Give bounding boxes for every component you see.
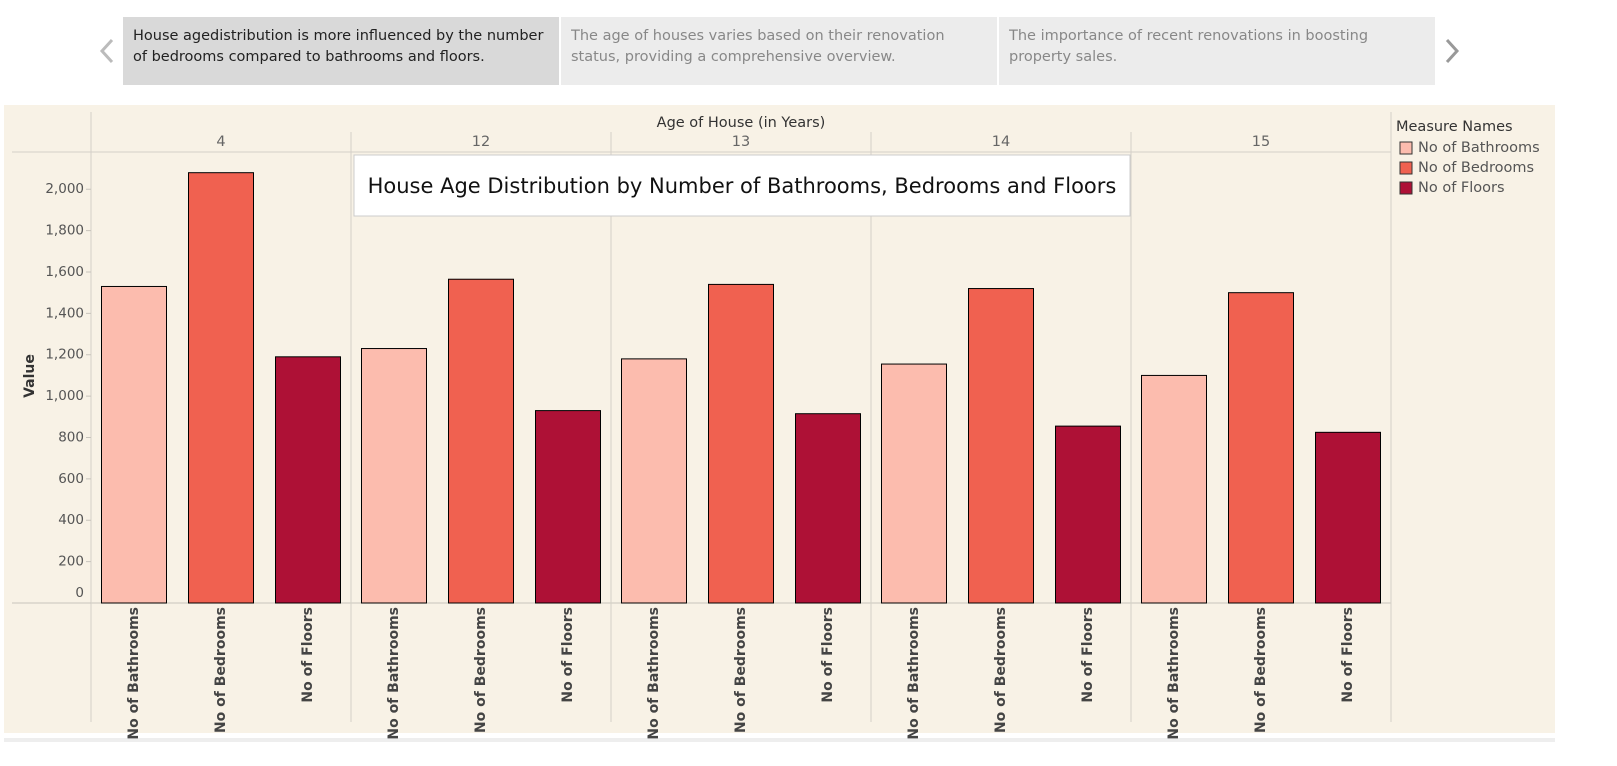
x-tick-label: No of Bathrooms [386,607,402,740]
bar [968,288,1034,604]
y-tick-label: 0 [75,585,84,601]
category-label: 4 [216,134,225,150]
bar [275,356,341,604]
y-tick-label: 1,000 [45,388,84,404]
y-tick-label: 400 [58,512,84,528]
x-tick-label: No of Bedrooms [993,607,1009,733]
story-text: House agedistribution is more influenced… [133,28,544,65]
category-label: 12 [472,134,490,150]
y-axis-title: Value [22,354,38,398]
scroll-bar [4,738,1555,742]
legend-swatch [1399,161,1413,175]
x-tick-label: No of Bathrooms [126,607,142,740]
x-tick-label: No of Bedrooms [213,607,229,733]
title-box [353,154,1131,217]
y-tick-label: 2,000 [45,181,84,197]
next-arrow[interactable] [1445,38,1460,64]
story-point[interactable]: The importance of recent renovations in … [999,17,1435,85]
chart-title: House Age Distribution by Number of Bath… [368,174,1117,198]
bar [1315,431,1381,604]
x-tick-label: No of Bathrooms [906,607,922,740]
legend-title: Measure Names [1396,119,1513,135]
bar [708,283,774,604]
x-tick-label: No of Bathrooms [1166,607,1182,740]
story-text-box: The importance of recent renovations in … [1009,28,1369,65]
x-tick-label: No of Bathrooms [646,607,662,740]
y-tick-label: 1,800 [45,223,84,239]
story-box [123,17,559,85]
story-text: The age of houses varies based on their … [571,28,945,65]
x-tick-label: No of Bedrooms [1253,607,1269,733]
bar [101,285,167,604]
bar [188,172,254,604]
x-tick-label: No of Bedrooms [733,607,749,733]
bar [361,348,427,604]
column-header-title: Age of House (in Years) [657,115,826,131]
legend-swatch [1399,181,1413,195]
bar [795,413,861,604]
x-tick-label: No of Floors [560,607,576,703]
bar [1228,292,1294,604]
story-point[interactable]: House agedistribution is more influenced… [123,17,559,85]
y-tick-label: 1,600 [45,264,84,280]
legend-label: No of Floors [1418,180,1505,196]
story-text: The importance of recent renovations in … [1009,28,1369,65]
category-label: 15 [1252,134,1270,150]
story-text-box: House agedistribution is more influenced… [133,28,544,65]
legend-label: No of Bedrooms [1418,160,1534,176]
x-tick-label: No of Floors [300,607,316,703]
bar [621,358,687,604]
story-point[interactable]: The age of houses varies based on their … [561,17,997,85]
x-tick-label: No of Floors [1340,607,1356,703]
bar [1055,425,1121,604]
y-tick-label: 200 [58,554,84,570]
legend-swatch [1399,141,1413,155]
bar [1141,374,1207,604]
bar [448,278,514,604]
y-tick-label: 600 [58,471,84,487]
story-text-box: The age of houses varies based on their … [571,28,945,65]
x-tick-label: No of Floors [1080,607,1096,703]
legend-label: No of Bathrooms [1418,140,1540,156]
x-tick-label: No of Bedrooms [473,607,489,733]
prev-arrow[interactable] [99,38,114,64]
bar [881,363,947,604]
x-tick-label: No of Floors [820,607,836,703]
story-box [999,17,1435,85]
y-tick-label: 1,400 [45,305,84,321]
category-label: 13 [732,134,750,150]
y-tick-label: 1,200 [45,347,84,363]
story-box [561,17,997,85]
y-tick-label: 800 [58,429,84,445]
bar [535,410,601,604]
category-label: 14 [992,134,1010,150]
